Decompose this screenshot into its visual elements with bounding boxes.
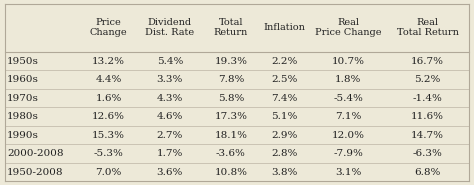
Text: 1.7%: 1.7% [156,149,183,158]
Text: 1.6%: 1.6% [95,94,122,102]
Text: 10.7%: 10.7% [332,57,365,65]
Text: 3.6%: 3.6% [156,168,183,176]
Text: 17.3%: 17.3% [214,112,247,121]
Text: 5.8%: 5.8% [218,94,244,102]
Text: 1970s: 1970s [7,94,39,102]
Text: Dividend
Dist. Rate: Dividend Dist. Rate [145,18,194,37]
Text: 3.8%: 3.8% [272,168,298,176]
Text: 4.3%: 4.3% [156,94,183,102]
Text: 11.6%: 11.6% [411,112,444,121]
Text: Real
Price Change: Real Price Change [315,18,382,37]
Text: 2.2%: 2.2% [272,57,298,65]
Text: 4.4%: 4.4% [95,75,122,84]
Text: 12.6%: 12.6% [92,112,125,121]
Text: 1980s: 1980s [7,112,39,121]
Text: 5.4%: 5.4% [156,57,183,65]
Text: 15.3%: 15.3% [92,131,125,139]
Text: 7.1%: 7.1% [335,112,362,121]
Text: 1950-2008: 1950-2008 [7,168,64,176]
Text: 1960s: 1960s [7,75,39,84]
Text: Total
Return: Total Return [214,18,248,37]
Text: 1.8%: 1.8% [335,75,362,84]
Text: Real
Total Return: Real Total Return [397,18,459,37]
Text: 10.8%: 10.8% [214,168,247,176]
Text: -5.4%: -5.4% [333,94,363,102]
Text: 2.7%: 2.7% [156,131,183,139]
Text: 14.7%: 14.7% [411,131,444,139]
Text: -6.3%: -6.3% [413,149,443,158]
Text: Price
Change: Price Change [90,18,128,37]
Text: 13.2%: 13.2% [92,57,125,65]
Text: 2000-2008: 2000-2008 [7,149,64,158]
Text: -5.3%: -5.3% [94,149,124,158]
Text: 18.1%: 18.1% [214,131,247,139]
Text: 1990s: 1990s [7,131,39,139]
Text: 7.8%: 7.8% [218,75,244,84]
Text: 3.3%: 3.3% [156,75,183,84]
Text: 2.5%: 2.5% [272,75,298,84]
Text: 4.6%: 4.6% [156,112,183,121]
Text: 7.0%: 7.0% [95,168,122,176]
Text: 5.2%: 5.2% [414,75,441,84]
Text: -3.6%: -3.6% [216,149,246,158]
Text: 1950s: 1950s [7,57,39,65]
Text: 2.8%: 2.8% [272,149,298,158]
Text: 7.4%: 7.4% [272,94,298,102]
Text: -7.9%: -7.9% [333,149,363,158]
Text: -1.4%: -1.4% [413,94,443,102]
Text: 5.1%: 5.1% [272,112,298,121]
Text: 6.8%: 6.8% [414,168,441,176]
Text: 16.7%: 16.7% [411,57,444,65]
Text: Inflation: Inflation [264,23,306,32]
Text: 12.0%: 12.0% [332,131,365,139]
Text: 19.3%: 19.3% [214,57,247,65]
Text: 2.9%: 2.9% [272,131,298,139]
Text: 3.1%: 3.1% [335,168,362,176]
